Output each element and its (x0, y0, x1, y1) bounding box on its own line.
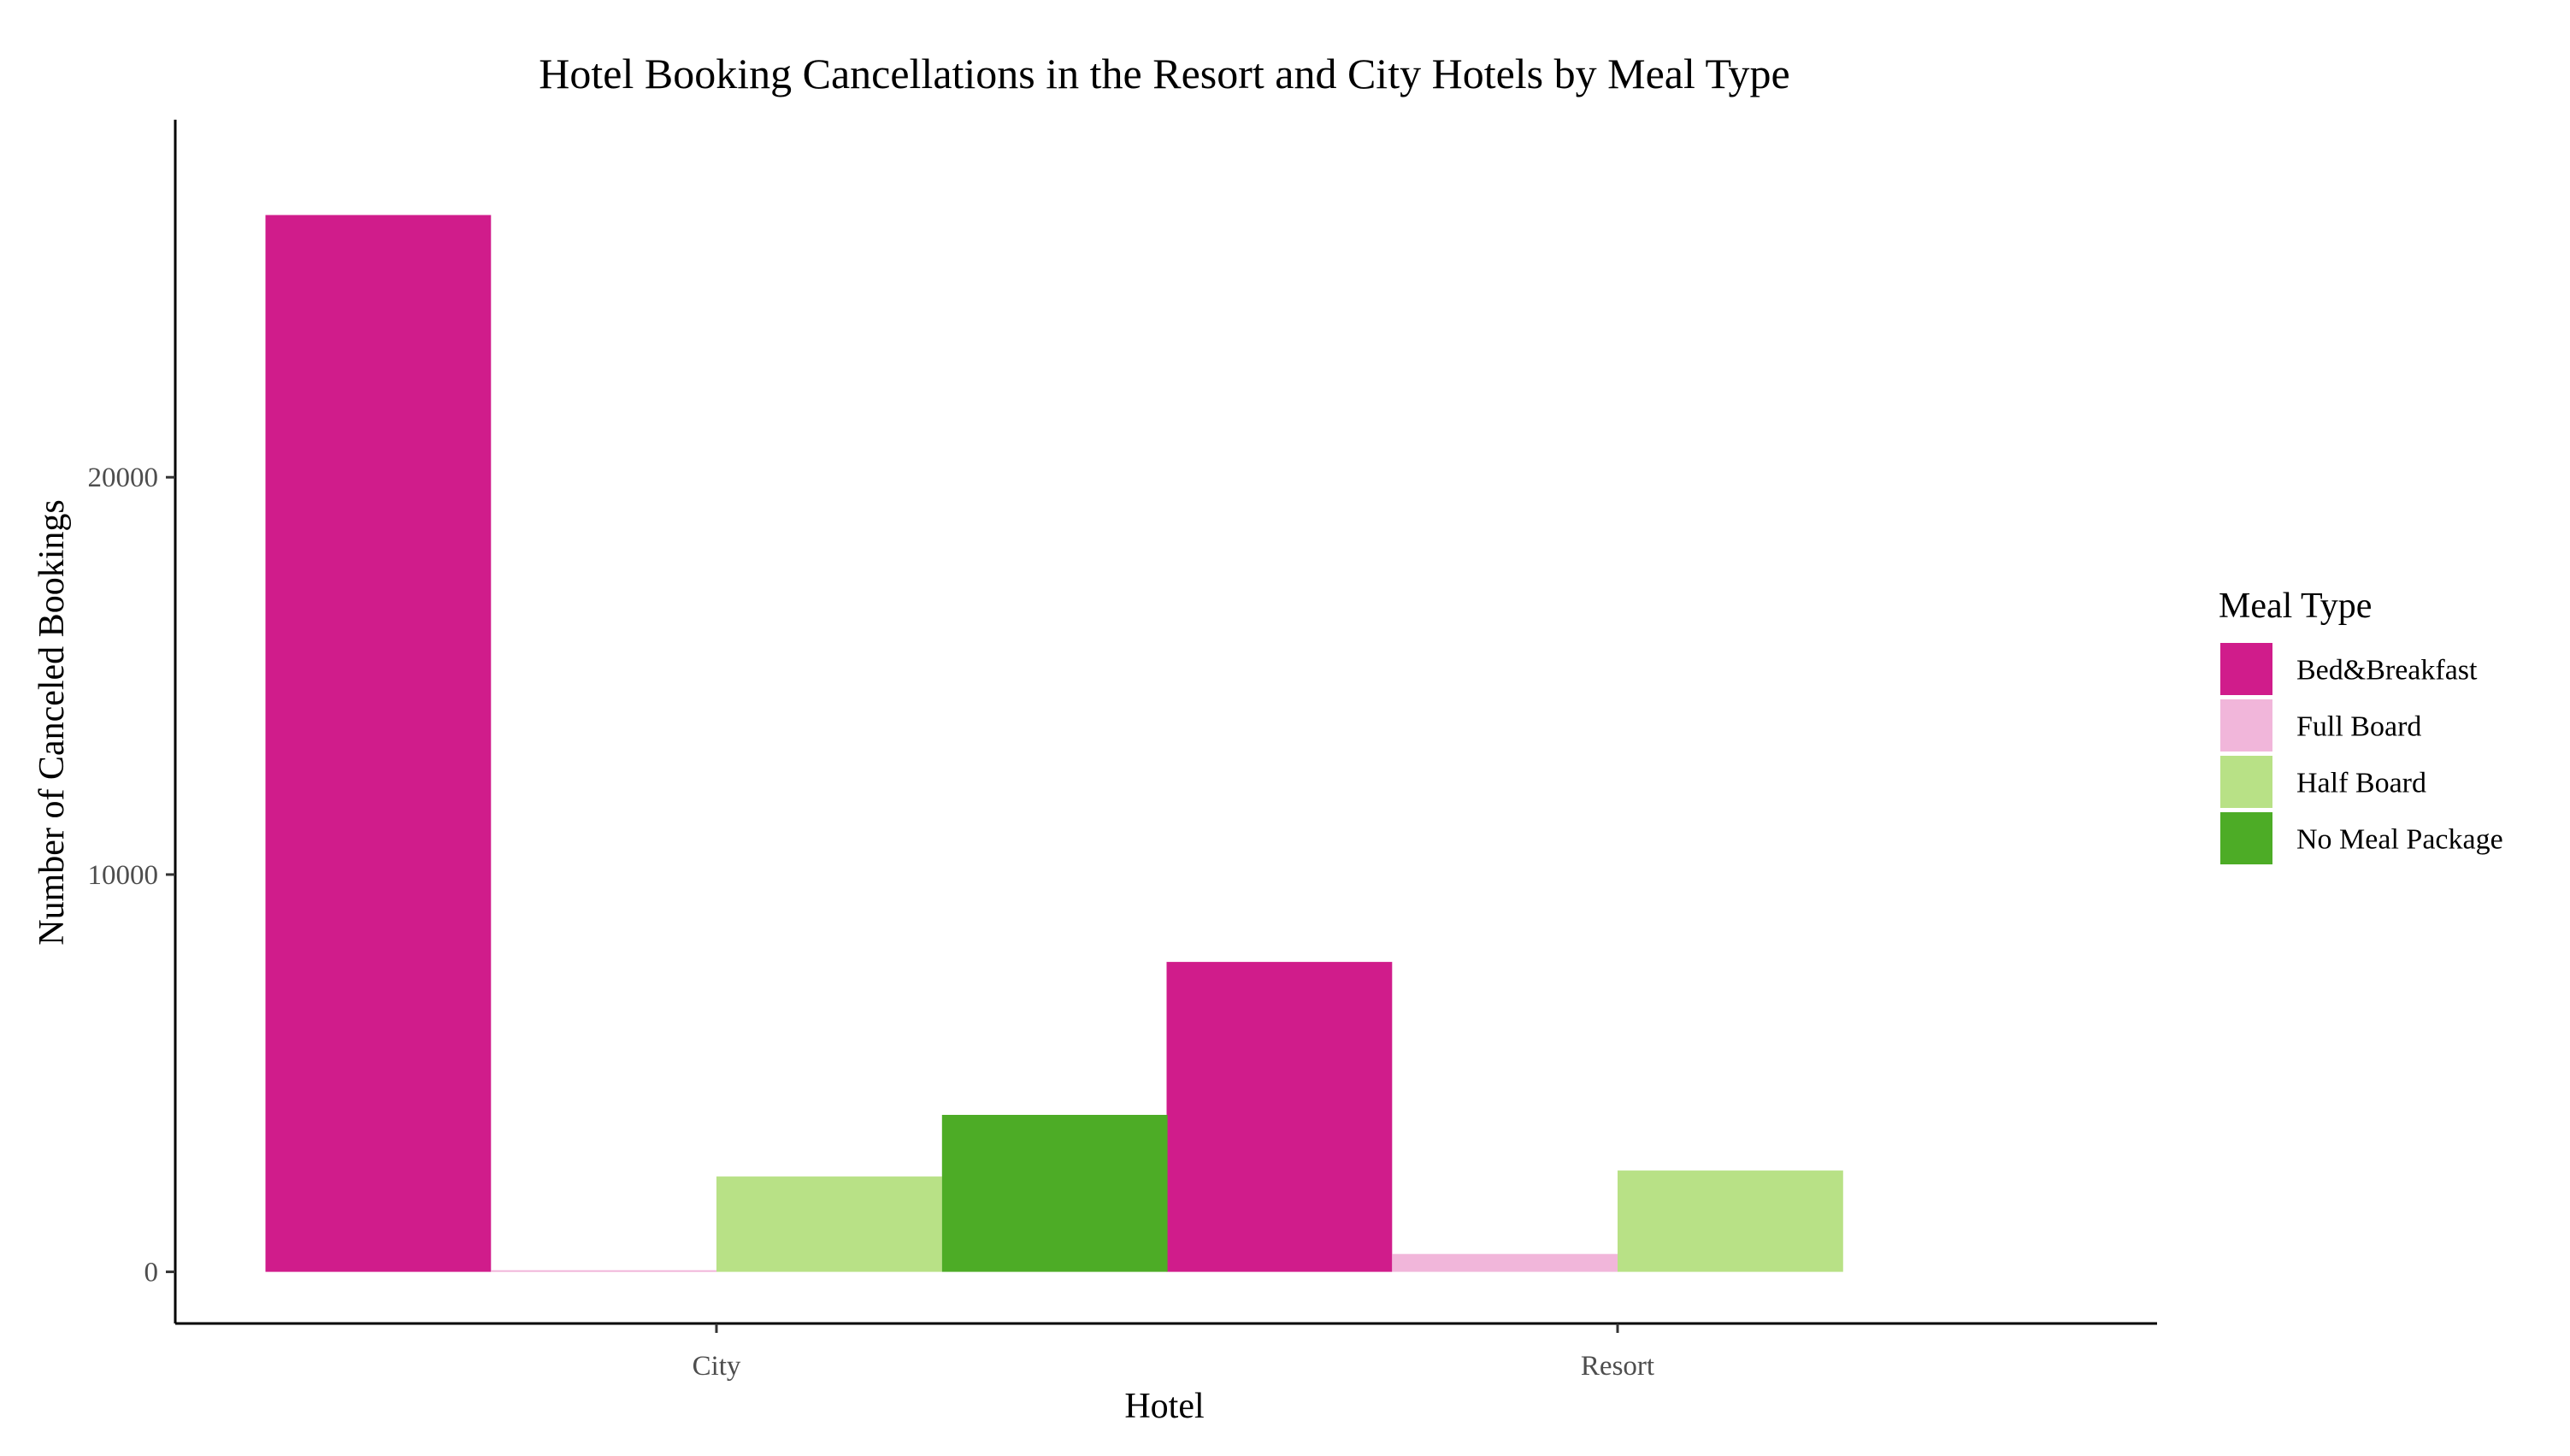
bar-city-no-meal-package (941, 1115, 1168, 1272)
bar-city-half-board (716, 1176, 942, 1272)
y-axis-ticks: 0 10000 20000 (88, 463, 175, 1288)
bar-resort-bed-breakfast (1166, 962, 1393, 1272)
bar-city-bed-breakfast (265, 215, 492, 1272)
bar-city-full-board (491, 1270, 717, 1272)
chart-title: Hotel Booking Cancellations in the Resor… (539, 50, 1789, 97)
x-tick-label-resort: Resort (1581, 1351, 1654, 1382)
legend-swatch (2219, 811, 2274, 866)
x-axis-title: Hotel (1124, 1387, 1204, 1426)
x-axis-ticks: City Resort (693, 1323, 1654, 1382)
legend-swatch (2219, 698, 2274, 753)
legend-label: No Meal Package (2296, 824, 2503, 856)
y-tick-label: 10000 (88, 860, 159, 891)
plot-area (265, 215, 1843, 1272)
legend-label: Bed&Breakfast (2296, 655, 2478, 687)
legend-label: Half Board (2296, 768, 2426, 799)
legend: Meal Type Bed&Breakfast Full Board Half Bo… (2219, 587, 2503, 866)
bar-resort-half-board (1618, 1170, 1843, 1272)
legend-items: Bed&Breakfast Full Board Half Board No Meal… (2219, 641, 2503, 866)
y-axis-title: Number of Canceled Bookings (32, 499, 72, 945)
bar-resort-full-board (1392, 1253, 1618, 1272)
legend-title: Meal Type (2219, 587, 2372, 626)
y-tick-label: 20000 (88, 463, 159, 493)
y-tick-label: 0 (144, 1258, 159, 1288)
x-tick-label-city: City (693, 1351, 741, 1382)
legend-label: Full Board (2296, 711, 2421, 743)
legend-swatch (2219, 641, 2274, 697)
legend-swatch (2219, 754, 2274, 810)
